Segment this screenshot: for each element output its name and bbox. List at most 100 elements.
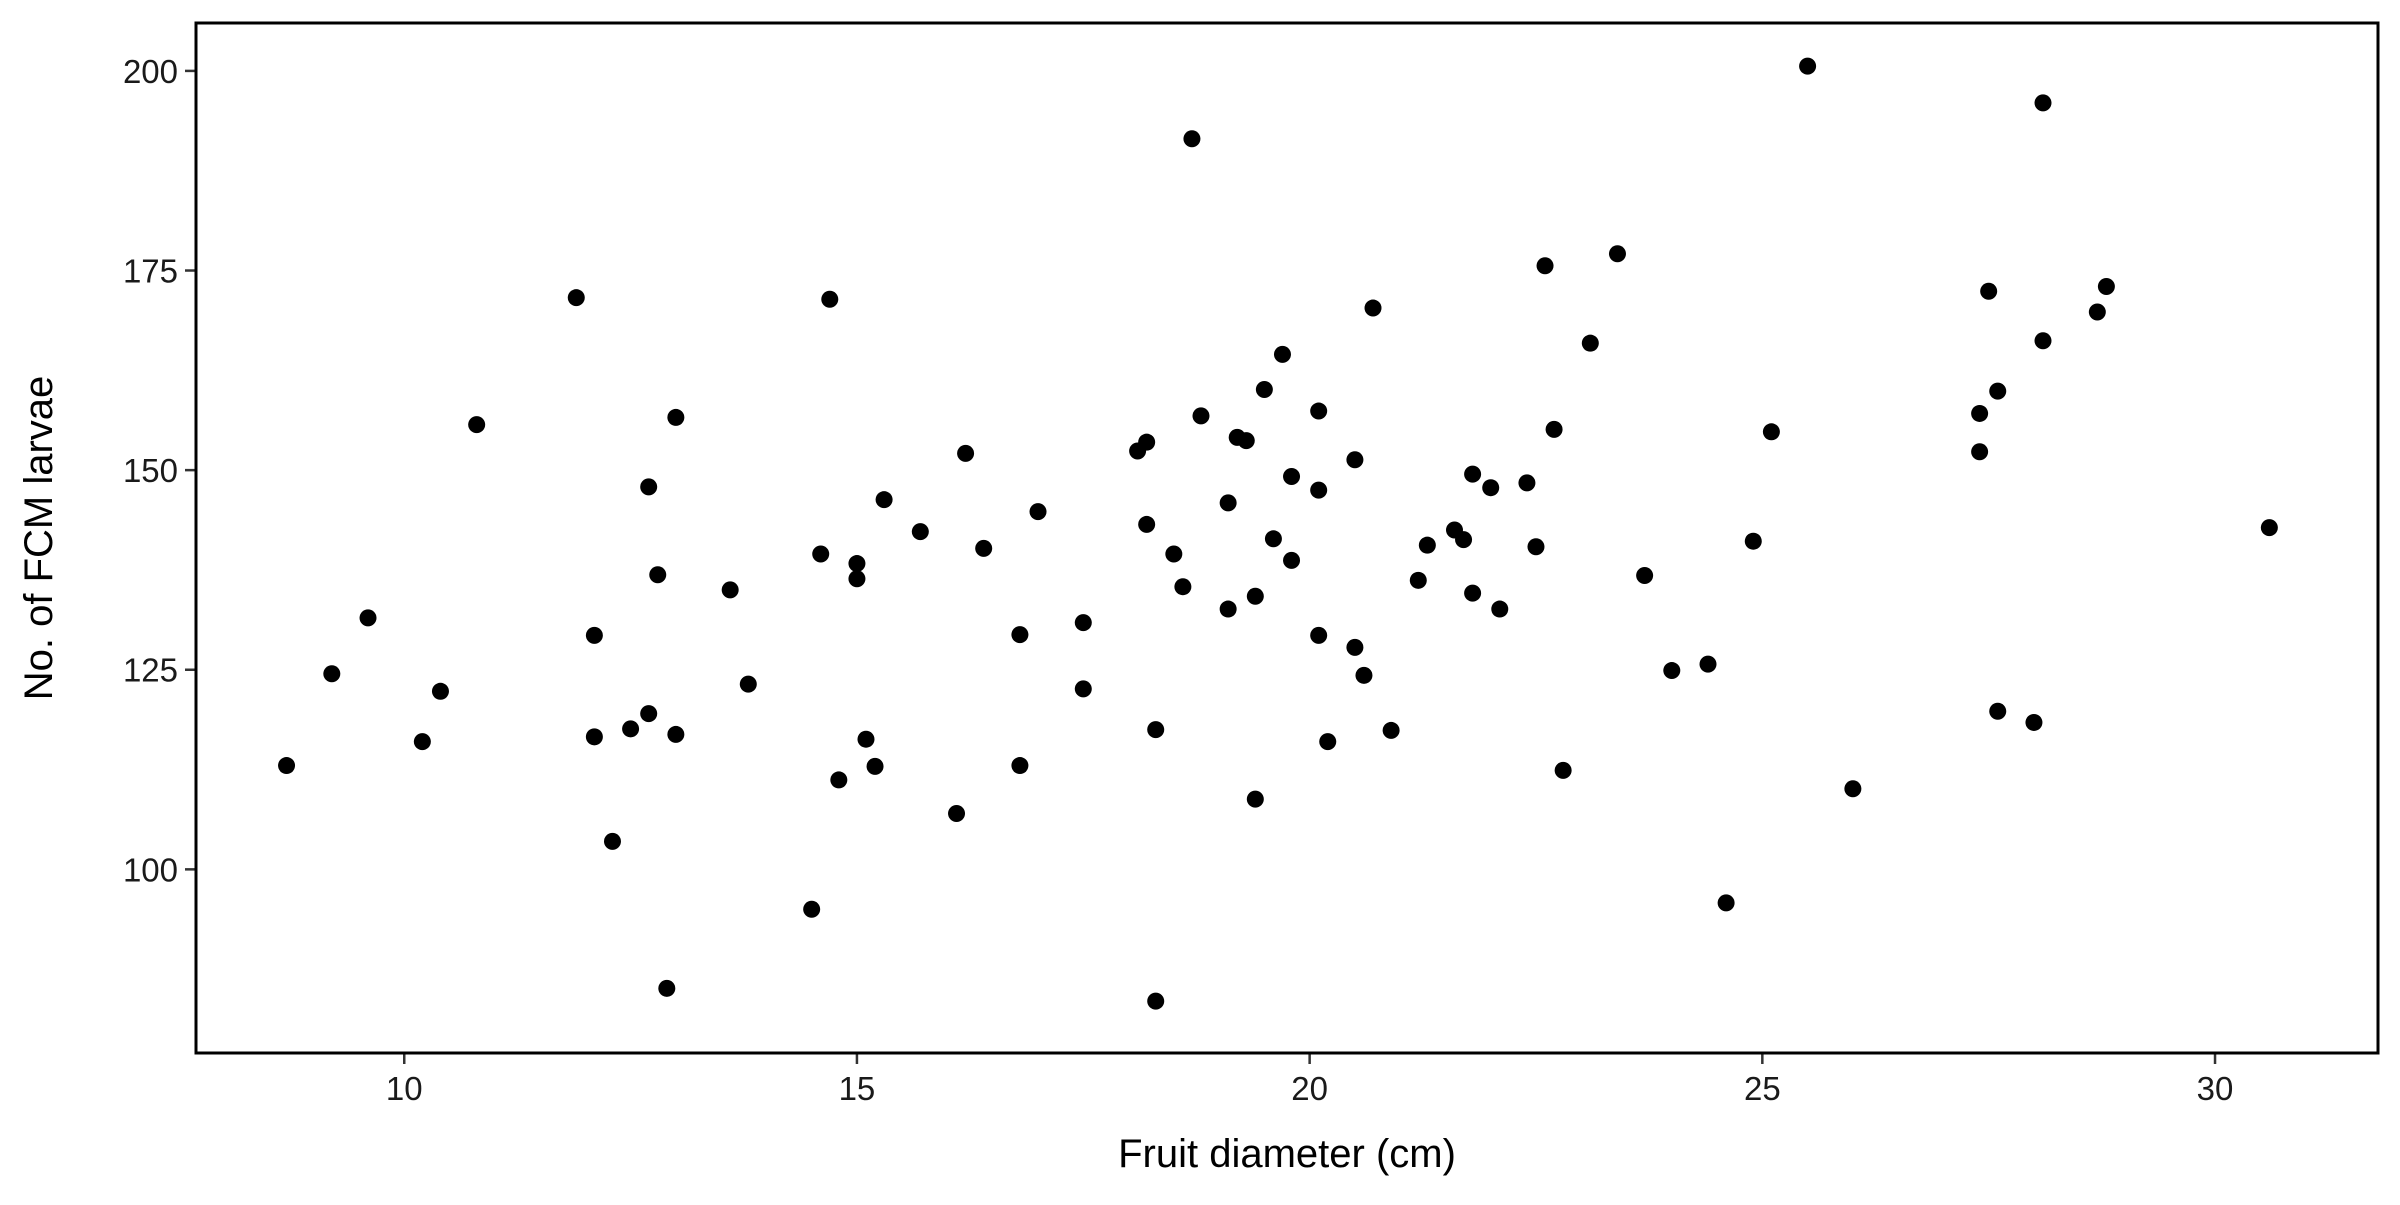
scatter-point bbox=[1418, 536, 1436, 554]
scatter-point bbox=[1138, 515, 1156, 533]
scatter-point bbox=[1464, 465, 1482, 483]
scatter-point bbox=[975, 539, 993, 557]
scatter-point bbox=[1174, 578, 1192, 596]
scatter-point bbox=[640, 478, 658, 496]
scatter-point bbox=[1491, 600, 1509, 618]
scatter-point bbox=[1527, 538, 1545, 556]
scatter-point bbox=[658, 979, 676, 997]
scatter-point bbox=[848, 555, 866, 573]
points-layer bbox=[278, 57, 2278, 1010]
scatter-point bbox=[2025, 713, 2043, 731]
scatter-point bbox=[1147, 992, 1165, 1010]
scatter-point bbox=[1246, 790, 1264, 808]
scatter-point bbox=[1074, 680, 1092, 698]
scatter-point bbox=[640, 705, 658, 723]
scatter-point bbox=[1273, 345, 1291, 363]
y-tick-label: 175 bbox=[123, 253, 178, 290]
scatter-point bbox=[1310, 481, 1328, 499]
scatter-point bbox=[1264, 530, 1282, 548]
scatter-point bbox=[1074, 614, 1092, 632]
scatter-point bbox=[812, 545, 830, 563]
scatter-point bbox=[1608, 245, 1626, 263]
y-tick-label: 125 bbox=[123, 652, 178, 689]
scatter-point bbox=[830, 771, 848, 789]
scatter-point bbox=[803, 900, 821, 918]
x-tick-label: 30 bbox=[2197, 1070, 2234, 1107]
scatter-point bbox=[1799, 57, 1817, 75]
scatter-point bbox=[911, 523, 929, 541]
scatter-point bbox=[2097, 277, 2115, 295]
x-tick-label: 20 bbox=[1291, 1070, 1328, 1107]
scatter-point bbox=[1011, 757, 1029, 775]
scatter-point bbox=[667, 725, 685, 743]
scatter-point bbox=[948, 804, 966, 822]
scatter-point bbox=[567, 289, 585, 307]
scatter-point bbox=[278, 757, 296, 775]
ticks-layer: 10 15 20 25 30 100 125 150 175 200 bbox=[123, 53, 2233, 1107]
x-tick-label: 15 bbox=[839, 1070, 876, 1107]
scatter-point bbox=[1255, 380, 1273, 398]
scatter-point bbox=[1762, 423, 1780, 441]
scatter-point bbox=[431, 682, 449, 700]
scatter-point bbox=[875, 491, 893, 509]
scatter-point bbox=[323, 665, 341, 683]
scatter-point bbox=[857, 730, 875, 748]
scatter-point bbox=[1138, 433, 1156, 451]
scatter-point bbox=[1482, 479, 1500, 497]
scatter-point bbox=[1283, 468, 1301, 486]
scatter-point bbox=[413, 733, 431, 751]
scatter-point bbox=[1844, 780, 1862, 798]
scatter-point bbox=[1192, 407, 1210, 425]
scatter-point bbox=[1663, 662, 1681, 680]
scatter-point bbox=[1029, 503, 1047, 521]
scatter-point bbox=[2034, 94, 2052, 112]
scatter-point bbox=[739, 675, 757, 693]
scatter-point bbox=[1364, 299, 1382, 317]
y-tick-label: 150 bbox=[123, 452, 178, 489]
x-tick-label: 25 bbox=[1744, 1070, 1781, 1107]
scatter-point bbox=[1536, 257, 1554, 275]
scatter-point bbox=[1989, 702, 2007, 720]
scatter-point bbox=[1355, 666, 1373, 684]
y-tick-label: 100 bbox=[123, 851, 178, 888]
scatter-point bbox=[359, 609, 377, 627]
scatter-point bbox=[1455, 531, 1473, 549]
scatter-point bbox=[721, 581, 739, 599]
scatter-point bbox=[585, 626, 603, 644]
plot-panel-border bbox=[194, 21, 2380, 1055]
scatter-point bbox=[1980, 282, 1998, 300]
scatter-point bbox=[1409, 571, 1427, 589]
scatter-point bbox=[957, 444, 975, 462]
scatter-point bbox=[1581, 334, 1599, 352]
scatter-point bbox=[1147, 721, 1165, 739]
scatter-point bbox=[1717, 894, 1735, 912]
scatter-point bbox=[1545, 420, 1563, 438]
scatter-point bbox=[1219, 494, 1237, 512]
scatter-point bbox=[1319, 733, 1337, 751]
scatter-point bbox=[1346, 638, 1364, 656]
scatter-point bbox=[1165, 545, 1183, 563]
scatter-point bbox=[1554, 761, 1572, 779]
scatter-point bbox=[1464, 584, 1482, 602]
scatter-point bbox=[1382, 721, 1400, 739]
scatter-point bbox=[1237, 432, 1255, 450]
scatter-point bbox=[821, 290, 839, 308]
scatter-point bbox=[1219, 600, 1237, 618]
scatter-point bbox=[1283, 551, 1301, 569]
scatter-point bbox=[1246, 587, 1264, 605]
scatter-point bbox=[1310, 402, 1328, 420]
scatter-point bbox=[468, 416, 486, 434]
scatter-point bbox=[1744, 532, 1762, 550]
scatter-point bbox=[667, 408, 685, 426]
scatter-point bbox=[1971, 443, 1989, 461]
x-axis-title: Fruit diameter (cm) bbox=[1118, 1132, 1456, 1176]
y-axis-title: No. of FCM larvae bbox=[17, 376, 61, 701]
scatter-point bbox=[1971, 404, 1989, 422]
scatter-point bbox=[2260, 519, 2278, 537]
scatter-point bbox=[1518, 474, 1536, 492]
x-tick-label: 10 bbox=[386, 1070, 423, 1107]
scatter-point bbox=[848, 570, 866, 588]
scatter-point bbox=[2034, 332, 2052, 350]
